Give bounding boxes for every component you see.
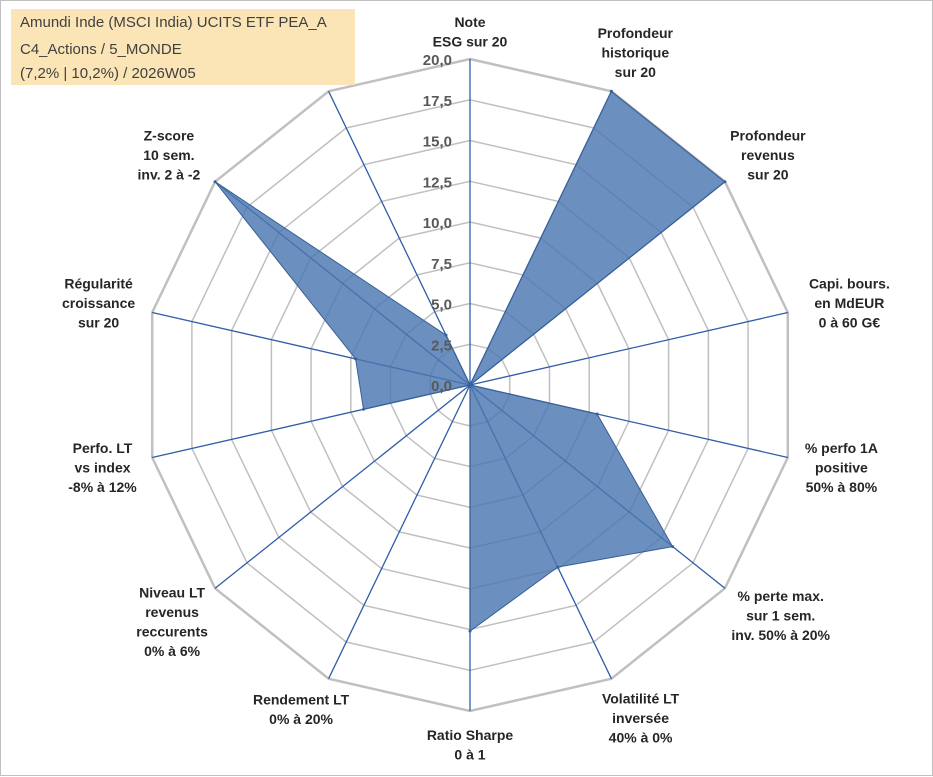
data-point xyxy=(468,629,472,633)
area-layer xyxy=(213,89,727,633)
data-point xyxy=(556,565,560,569)
tick-label: 15,0 xyxy=(423,134,452,151)
data-point xyxy=(354,357,358,361)
data-point xyxy=(671,545,675,549)
axis-label-line: reccurents xyxy=(136,623,208,639)
axis-label-11: Régularité croissance sur 20 xyxy=(62,276,135,331)
title-line-1: Amundi Inde (MSCI India) UCITS ETF PEA_A xyxy=(20,14,327,31)
axis-label-9: Niveau LT revenus reccurents 0% à 6% xyxy=(136,584,208,659)
axis-label-line: revenus xyxy=(741,147,795,163)
axis-label-line: croissance xyxy=(62,295,135,311)
axis-spoke xyxy=(469,311,788,386)
axis-label-line: positive xyxy=(815,459,868,475)
axis-label-line: revenus xyxy=(145,604,199,620)
axis-label-7: Ratio Sharpe 0 à 1 xyxy=(427,727,514,763)
data-point xyxy=(595,412,599,416)
axis-label-line: vs index xyxy=(74,459,130,475)
axis-label-line: Niveau LT xyxy=(139,584,205,600)
axis-label-line: Ratio Sharpe xyxy=(427,727,514,743)
series-area xyxy=(214,90,726,633)
axis-label-line: % perte max. xyxy=(738,588,824,604)
axis-label-line: 0% à 20% xyxy=(269,711,333,727)
axis-label-4: % perfo 1A positive 50% à 80% xyxy=(805,440,878,495)
data-point xyxy=(468,383,472,387)
data-point xyxy=(723,180,727,184)
axis-spoke xyxy=(214,384,471,589)
axis-label-line: inv. 2 à -2 xyxy=(138,167,201,183)
axis-label-line: sur 20 xyxy=(615,64,656,80)
tick-label: 2,5 xyxy=(431,337,452,354)
axis-label-line: sur 20 xyxy=(78,315,119,331)
axis-label-8: Rendement LT 0% à 20% xyxy=(253,691,350,727)
axis-label-line: ESG sur 20 xyxy=(433,34,508,50)
axis-label-line: Profondeur xyxy=(598,25,674,41)
axis-label-line: Capi. bours. xyxy=(809,276,890,292)
axis-label-1: Profondeur historique sur 20 xyxy=(598,25,674,80)
axis-label-0: Note ESG sur 20 xyxy=(433,14,508,50)
tick-label: 5,0 xyxy=(431,297,452,314)
tick-label: 7,5 xyxy=(431,256,452,273)
axis-label-line: Régularité xyxy=(64,276,133,292)
axis-label-line: en MdEUR xyxy=(814,295,884,311)
tick-label: 0,0 xyxy=(431,378,452,395)
axis-label-line: Rendement LT xyxy=(253,691,350,707)
data-point xyxy=(444,333,448,337)
axis-label-10: Perfo. LT vs index -8% à 12% xyxy=(68,440,137,495)
axis-label-12: Z-score 10 sem. inv. 2 à -2 xyxy=(138,128,201,183)
axis-label-line: sur 1 sem. xyxy=(746,608,815,624)
axis-label-line: inversée xyxy=(612,710,669,726)
label-layer: Note ESG sur 20 Profondeur historique sur 20… xyxy=(62,14,890,763)
axis-label-line: -8% à 12% xyxy=(68,479,137,495)
data-point xyxy=(213,180,217,184)
axis-label-2: Profondeur revenus sur 20 xyxy=(730,128,806,183)
axis-label-line: Perfo. LT xyxy=(73,440,133,456)
axis-label-line: 0 à 1 xyxy=(454,747,485,763)
axis-label-3: Capi. bours. en MdEUR 0 à 60 G€ xyxy=(809,276,890,331)
axis-label-line: Volatilité LT xyxy=(602,690,680,706)
axis-label-line: inv. 50% à 20% xyxy=(731,627,830,643)
chart-title-box: Amundi Inde (MSCI India) UCITS ETF PEA_A… xyxy=(11,9,355,85)
axis-label-line: Note xyxy=(454,14,485,30)
tick-layer: 0,0 2,5 5,0 7,5 10,0 12,5 15,0 17,5 20,0 xyxy=(423,52,452,395)
axis-label-6: Volatilité LT inversée 40% à 0% xyxy=(602,690,680,745)
axis-label-line: 40% à 0% xyxy=(609,729,673,745)
axis-label-line: % perfo 1A xyxy=(805,440,878,456)
data-point xyxy=(609,89,613,93)
axis-label-line: historique xyxy=(601,45,669,61)
axis-label-line: Z-score xyxy=(144,128,195,144)
tick-label: 17,5 xyxy=(423,93,452,110)
axis-spoke xyxy=(328,384,471,679)
axis-label-line: 0 à 60 G€ xyxy=(819,315,881,331)
data-point xyxy=(362,407,365,411)
axis-label-5: % perte max. sur 1 sem. inv. 50% à 20% xyxy=(731,588,830,643)
title-line-2: C4_Actions / 5_MONDE xyxy=(20,41,182,58)
title-line-3: (7,2% | 10,2%) / 2026W05 xyxy=(20,65,196,82)
axis-label-line: Profondeur xyxy=(730,128,806,144)
tick-label: 10,0 xyxy=(423,215,452,232)
axis-label-line: 50% à 80% xyxy=(806,479,878,495)
axis-label-line: 0% à 6% xyxy=(144,643,201,659)
tick-label: 20,0 xyxy=(423,52,452,69)
axis-label-line: sur 20 xyxy=(747,167,788,183)
tick-label: 12,5 xyxy=(423,174,452,191)
axis-label-line: 10 sem. xyxy=(143,147,194,163)
